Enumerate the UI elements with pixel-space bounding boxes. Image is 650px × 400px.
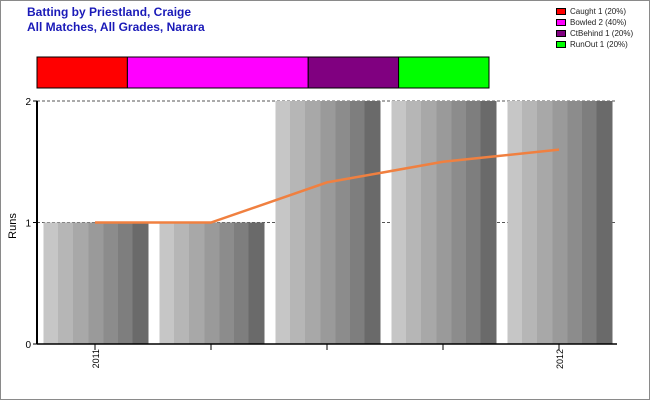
dismissal-legend: Caught 1 (20%) Bowled 2 (40%) CtBehind 1… bbox=[556, 6, 633, 50]
runs-bars bbox=[43, 101, 613, 344]
x-tick-label-2012: 2012 bbox=[555, 349, 565, 369]
legend-item-caught: Caught 1 (20%) bbox=[556, 6, 633, 17]
bar-1 bbox=[43, 222, 149, 344]
dismissal-segment-runout bbox=[398, 56, 490, 89]
legend-label-bowled: Bowled 2 (40%) bbox=[570, 18, 627, 27]
chart-title-line-1: Batting by Priestland, Craige bbox=[27, 5, 192, 19]
dismissal-segment-caught bbox=[36, 56, 128, 89]
dismissal-segment-ctbehind bbox=[307, 56, 400, 89]
y-axis-label: Runs bbox=[7, 213, 19, 239]
legend-label-caught: Caught 1 (20%) bbox=[570, 7, 627, 16]
legend-swatch-ctbehind bbox=[556, 30, 566, 37]
bar-5 bbox=[507, 101, 613, 344]
chart-title-line-2: All Matches, All Grades, Narara bbox=[27, 20, 205, 34]
bar-3 bbox=[275, 101, 381, 344]
y-tick-label-0: 0 bbox=[25, 340, 31, 351]
y-tick-label-1: 1 bbox=[25, 219, 31, 230]
x-tick-label-2011: 2011 bbox=[91, 349, 101, 368]
legend-item-bowled: Bowled 2 (40%) bbox=[556, 17, 633, 28]
legend-swatch-runout bbox=[556, 41, 566, 48]
dismissal-bar bbox=[36, 56, 490, 89]
average-line bbox=[95, 148, 560, 224]
y-tick-label-2: 2 bbox=[25, 97, 31, 108]
y-axis-ticks: 0 1 2 bbox=[25, 97, 37, 351]
bar-2 bbox=[159, 222, 265, 344]
x-axis-ticks: 2011 2012 bbox=[91, 344, 565, 369]
legend-swatch-bowled bbox=[556, 19, 566, 26]
legend-item-runout: RunOut 1 (20%) bbox=[556, 39, 633, 50]
legend-label-runout: RunOut 1 (20%) bbox=[570, 40, 628, 49]
average-line-path bbox=[95, 148, 560, 224]
legend-item-ctbehind: CtBehind 1 (20%) bbox=[556, 28, 633, 39]
dismissal-segment-bowled bbox=[126, 56, 309, 89]
bar-4 bbox=[391, 101, 497, 344]
legend-label-ctbehind: CtBehind 1 (20%) bbox=[570, 29, 634, 38]
legend-swatch-caught bbox=[556, 8, 566, 15]
